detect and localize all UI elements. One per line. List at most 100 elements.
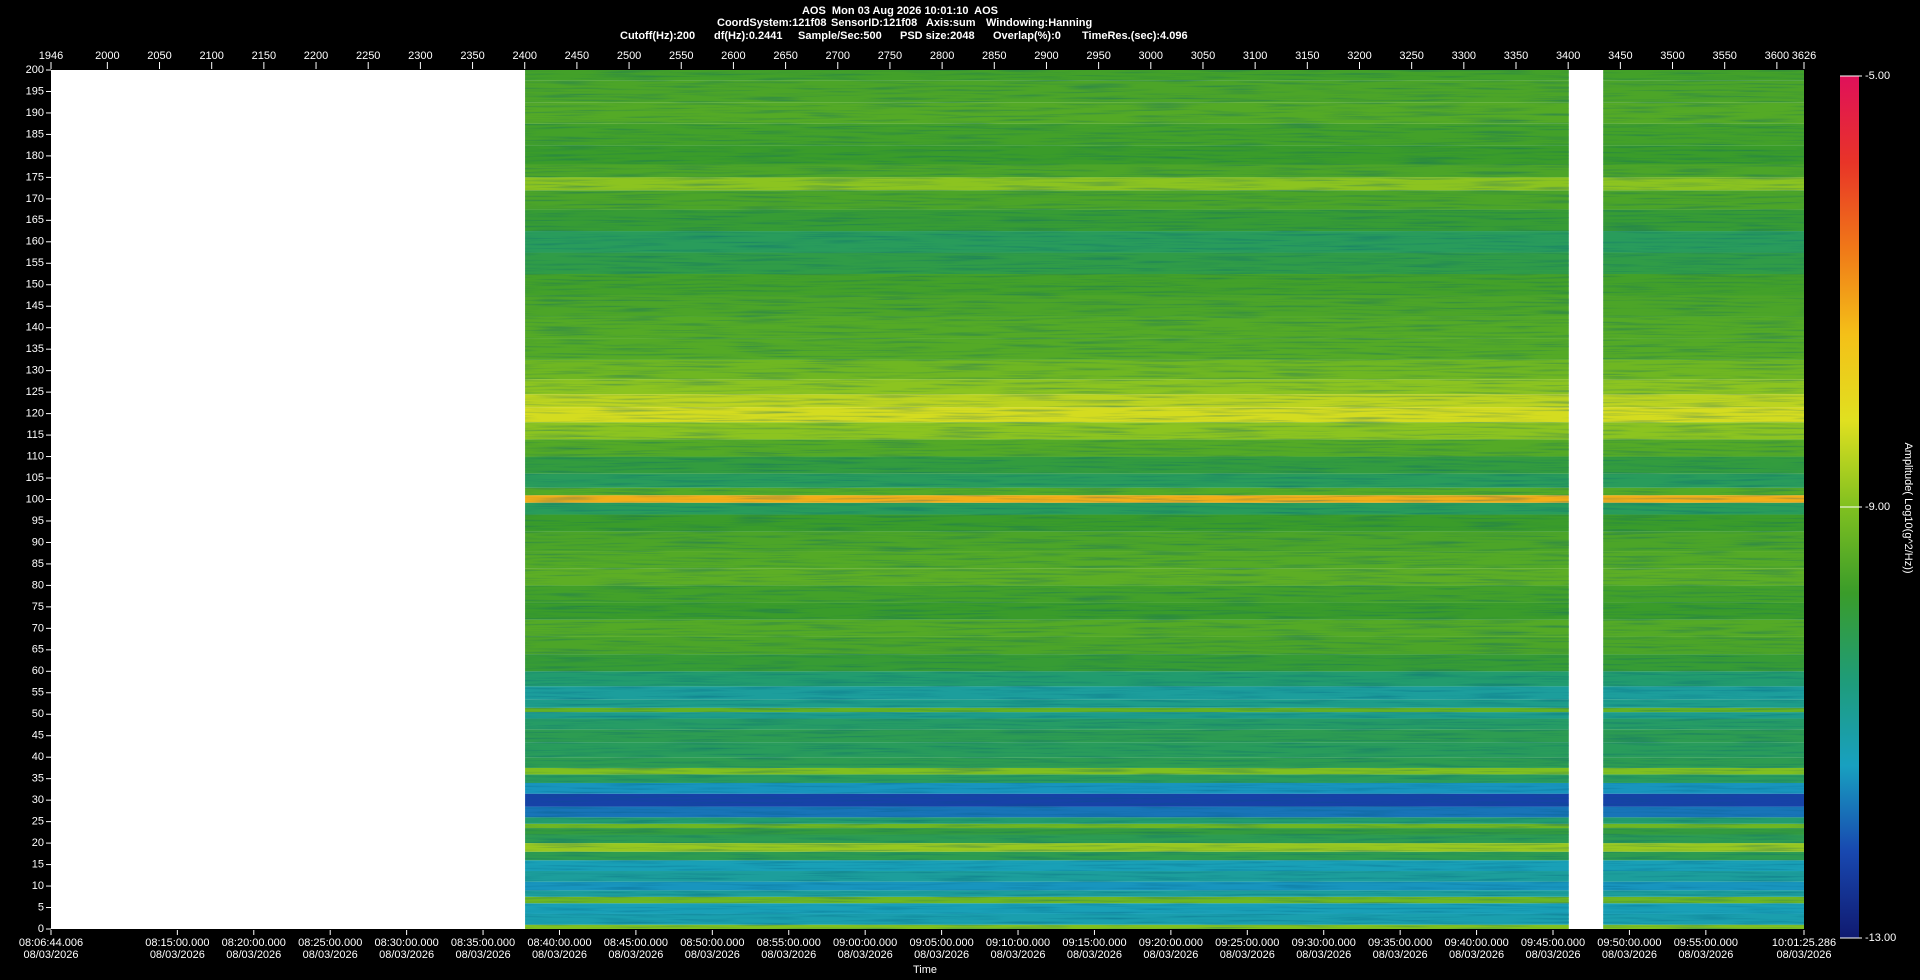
top-tick-label: 2800: [930, 50, 954, 62]
x-tick-date: 08/03/2026: [1525, 949, 1580, 961]
x-tick-date: 08/03/2026: [1067, 949, 1122, 961]
y-tick-label: 0: [38, 923, 44, 935]
top-tick-label: 2750: [878, 50, 902, 62]
top-tick-label: 3626: [1792, 50, 1816, 62]
top-tick-label: 3350: [1504, 50, 1528, 62]
y-tick-label: 175: [26, 171, 44, 183]
x-tick-label: 08:50:00.000: [680, 937, 744, 949]
y-tick-label: 40: [32, 751, 44, 763]
y-tick-label: 140: [26, 322, 44, 334]
colorbar-label: Amplitude( Log10(g^2/Hz)): [1902, 442, 1914, 573]
y-tick-label: 120: [26, 408, 44, 420]
top-tick-label: 3450: [1608, 50, 1632, 62]
y-tick-label: 60: [32, 665, 44, 677]
header-info: Axis:sum: [926, 17, 976, 29]
x-tick-label: 09:10:00.000: [986, 937, 1050, 949]
x-tick-date: 08/03/2026: [532, 949, 587, 961]
top-tick-label: 3000: [1139, 50, 1163, 62]
y-tick-label: 180: [26, 150, 44, 162]
x-tick-date: 08/03/2026: [1143, 949, 1198, 961]
top-tick-label: 3400: [1556, 50, 1580, 62]
y-tick-label: 190: [26, 107, 44, 119]
y-tick-label: 80: [32, 579, 44, 591]
top-tick-label: 3250: [1399, 50, 1423, 62]
x-tick-date: 08/03/2026: [608, 949, 663, 961]
y-tick-label: 155: [26, 257, 44, 269]
x-tick-date: 08/03/2026: [761, 949, 816, 961]
y-tick-label: 90: [32, 536, 44, 548]
x-tick-date: 08/03/2026: [1602, 949, 1657, 961]
y-tick-label: 135: [26, 343, 44, 355]
header-info: PSD size:2048: [900, 30, 975, 42]
y-tick-label: 55: [32, 687, 44, 699]
y-tick-label: 10: [32, 880, 44, 892]
x-tick-date: 08/03/2026: [23, 949, 78, 961]
y-tick-label: 50: [32, 708, 44, 720]
top-tick-label: 2100: [199, 50, 223, 62]
y-tick-label: 185: [26, 128, 44, 140]
x-tick-date: 08/03/2026: [1296, 949, 1351, 961]
top-tick-label: 3550: [1712, 50, 1736, 62]
y-tick-label: 160: [26, 236, 44, 248]
x-tick-date: 08/03/2026: [303, 949, 358, 961]
top-tick-label: 3150: [1295, 50, 1319, 62]
top-tick-label: 1946: [39, 50, 63, 62]
x-tick-label: 09:15:00.000: [1062, 937, 1126, 949]
x-tick-date: 08/03/2026: [838, 949, 893, 961]
y-tick-label: 20: [32, 837, 44, 849]
x-tick-label: 09:00:00.000: [833, 937, 897, 949]
y-tick-label: 100: [26, 493, 44, 505]
x-tick-date: 08/03/2026: [1220, 949, 1275, 961]
x-tick-date: 08/03/2026: [150, 949, 205, 961]
y-tick-label: 95: [32, 515, 44, 527]
y-tick-label: 65: [32, 644, 44, 656]
y-tick-label: 110: [26, 450, 44, 462]
x-tick-date: 08/03/2026: [990, 949, 1045, 961]
x-axis-label: Time: [913, 964, 937, 976]
header-info: Cutoff(Hz):200: [620, 30, 695, 42]
top-tick-label: 3600: [1765, 50, 1789, 62]
top-tick-label: 3500: [1660, 50, 1684, 62]
top-tick-label: 3200: [1347, 50, 1371, 62]
y-tick-label: 15: [32, 858, 44, 870]
y-tick-label: 195: [26, 85, 44, 97]
y-tick-label: 170: [26, 193, 44, 205]
y-tick-label: 45: [32, 730, 44, 742]
colorbar-tick-label: -9.00: [1865, 501, 1890, 513]
top-tick-label: 2000: [95, 50, 119, 62]
header-info: Overlap(%):0: [993, 30, 1061, 42]
y-tick-label: 85: [32, 558, 44, 570]
top-tick-label: 2400: [512, 50, 536, 62]
y-tick-label: 200: [26, 64, 44, 76]
x-tick-label: 09:50:00.000: [1597, 937, 1661, 949]
y-tick-label: 150: [26, 279, 44, 291]
y-tick-label: 35: [32, 773, 44, 785]
x-tick-date: 08/03/2026: [379, 949, 434, 961]
top-tick-label: 2250: [356, 50, 380, 62]
top-tick-label: 2600: [721, 50, 745, 62]
top-tick-label: 2200: [304, 50, 328, 62]
x-tick-date: 08/03/2026: [456, 949, 511, 961]
x-tick-label: 08:45:00.000: [604, 937, 668, 949]
x-tick-label: 08:35:00.000: [451, 937, 515, 949]
x-tick-label: 08:40:00.000: [527, 937, 591, 949]
x-tick-label: 10:01:25.286: [1772, 937, 1836, 949]
x-tick-label: 09:35:00.000: [1368, 937, 1432, 949]
texture: [525, 70, 1569, 929]
x-tick-date: 08/03/2026: [1776, 949, 1831, 961]
top-tick-label: 3100: [1243, 50, 1267, 62]
x-tick-label: 09:40:00.000: [1444, 937, 1508, 949]
top-tick-label: 2500: [617, 50, 641, 62]
x-tick-date: 08/03/2026: [1449, 949, 1504, 961]
y-tick-label: 145: [26, 300, 44, 312]
x-tick-date: 08/03/2026: [226, 949, 281, 961]
x-tick-label: 08:15:00.000: [145, 937, 209, 949]
x-tick-date: 08/03/2026: [1678, 949, 1733, 961]
y-tick-label: 130: [26, 365, 44, 377]
header-info: df(Hz):0.2441: [714, 30, 782, 42]
x-tick-label: 08:25:00.000: [298, 937, 362, 949]
y-tick-label: 125: [26, 386, 44, 398]
x-tick-label: 09:20:00.000: [1139, 937, 1203, 949]
